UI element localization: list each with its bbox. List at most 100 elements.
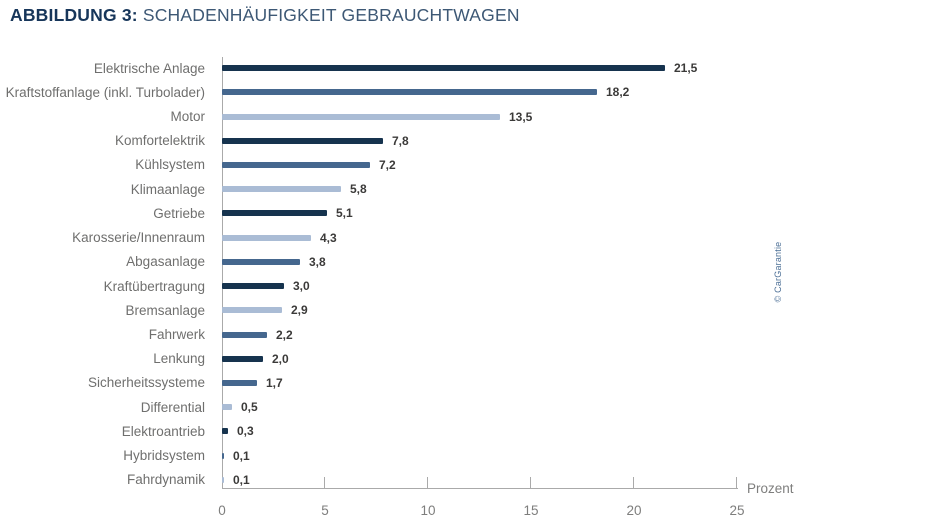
bar — [222, 186, 341, 193]
category-label: Motor — [170, 109, 205, 125]
bar — [222, 476, 224, 483]
bar-row: Kraftstoffanlage (inkl. Turbolader) 18,2 — [0, 80, 945, 104]
figure-number: ABBILDUNG 3: — [10, 5, 138, 25]
bar — [222, 89, 597, 96]
category-label: Kühlsystem — [135, 157, 205, 173]
value-label: 3,0 — [293, 279, 310, 294]
x-axis-tick-label: 15 — [523, 503, 539, 518]
bar-wrap: 3,0 — [222, 280, 310, 292]
bar-row: Lenkung 2,0 — [0, 347, 945, 371]
bar-wrap: 0,3 — [222, 425, 254, 437]
bar-rows: Elektrische Anlage 21,5 Kraftstoffanlage… — [0, 56, 945, 492]
bar — [222, 428, 228, 435]
bar-row: Sicherheitssysteme 1,7 — [0, 371, 945, 395]
category-label: Kraftstoffanlage (inkl. Turbolader) — [5, 84, 205, 100]
page-title: ABBILDUNG 3: SCHADENHÄUFIGKEIT GEBRAUCHTW… — [10, 5, 520, 26]
value-label: 2,2 — [276, 327, 293, 342]
bar — [222, 210, 327, 217]
x-axis-tick — [530, 477, 531, 489]
value-label: 7,2 — [379, 157, 396, 172]
category-label: Differential — [140, 399, 205, 415]
x-axis-tick-label: 20 — [626, 503, 642, 518]
category-label: Komfortelektrik — [114, 133, 205, 149]
bar-row: Kraftübertragung 3,0 — [0, 274, 945, 298]
value-label: 1,7 — [266, 375, 283, 390]
bar-row: Differential 0,5 — [0, 395, 945, 419]
y-axis-line — [222, 57, 223, 489]
category-label: Sicherheitssysteme — [87, 375, 205, 391]
category-label: Kraftübertragung — [103, 278, 205, 294]
bar-wrap: 0,1 — [222, 474, 250, 486]
x-axis-unit-label: Prozent — [747, 481, 794, 496]
category-label: Abgasanlage — [126, 254, 205, 270]
value-label: 5,8 — [350, 182, 367, 197]
category-label: Fahrwerk — [148, 327, 205, 343]
bar — [222, 258, 300, 265]
bar-row: Hybridsystem 0,1 — [0, 444, 945, 468]
x-axis-tick — [633, 477, 634, 489]
x-axis-tick-label: 0 — [218, 503, 226, 518]
bar — [222, 283, 284, 290]
bar-wrap: 7,2 — [222, 159, 396, 171]
category-label: Getriebe — [153, 205, 205, 221]
bar-wrap: 5,8 — [222, 183, 367, 195]
value-label: 4,3 — [320, 230, 337, 245]
bar-wrap: 2,9 — [222, 304, 308, 316]
category-label: Elektroantrieb — [121, 423, 205, 439]
bar-wrap: 2,0 — [222, 353, 289, 365]
bar-wrap: 5,1 — [222, 207, 353, 219]
bar — [222, 65, 665, 72]
bar-wrap: 4,3 — [222, 232, 337, 244]
bar-wrap: 0,1 — [222, 450, 250, 462]
bar-row: Getriebe 5,1 — [0, 201, 945, 225]
x-axis-tick-label: 25 — [729, 503, 745, 518]
value-label: 0,5 — [241, 400, 258, 415]
value-label: 13,5 — [509, 109, 533, 124]
category-label: Lenkung — [153, 351, 205, 367]
category-label: Fahrdynamik — [126, 472, 205, 488]
figure-subtitle: SCHADENHÄUFIGKEIT GEBRAUCHTWAGEN — [142, 5, 520, 25]
bar-wrap: 1,7 — [222, 377, 283, 389]
bar-row: Fahrdynamik 0,1 — [0, 468, 945, 492]
value-label: 2,9 — [291, 303, 308, 318]
value-label: 0,1 — [233, 472, 250, 487]
bar-row: Abgasanlage 3,8 — [0, 250, 945, 274]
bar-row: Motor 13,5 — [0, 104, 945, 128]
bar-wrap: 0,5 — [222, 401, 258, 413]
bar-wrap: 13,5 — [222, 111, 532, 123]
category-label: Elektrische Anlage — [93, 60, 205, 76]
bar-row: Elektroantrieb 0,3 — [0, 419, 945, 443]
bar-row: Fahrwerk 2,2 — [0, 322, 945, 346]
x-axis-tick — [427, 477, 428, 489]
bar-wrap: 7,8 — [222, 135, 409, 147]
bar-row: Klimaanlage 5,8 — [0, 177, 945, 201]
x-axis-tick — [324, 477, 325, 489]
value-label: 2,0 — [272, 351, 289, 366]
value-label: 21,5 — [674, 61, 698, 76]
value-label: 3,8 — [309, 254, 326, 269]
bar-row: Kühlsystem 7,2 — [0, 153, 945, 177]
category-label: Klimaanlage — [130, 181, 205, 197]
value-label: 18,2 — [606, 85, 630, 100]
category-label: Karosserie/Innenraum — [72, 230, 205, 246]
bar-wrap: 21,5 — [222, 62, 697, 74]
bar — [222, 113, 500, 120]
x-axis-tick — [736, 477, 737, 489]
bar — [222, 331, 267, 338]
bar-row: Elektrische Anlage 21,5 — [0, 56, 945, 80]
value-label: 0,1 — [233, 448, 250, 463]
bar-wrap: 18,2 — [222, 86, 629, 98]
bar — [222, 404, 232, 411]
bar — [222, 307, 282, 314]
bar-wrap: 3,8 — [222, 256, 326, 268]
category-label: Bremsanlage — [125, 302, 205, 318]
bar-wrap: 2,2 — [222, 329, 293, 341]
x-axis-tick-label: 10 — [420, 503, 436, 518]
x-axis-tick-label: 5 — [321, 503, 329, 518]
value-label: 0,3 — [237, 424, 254, 439]
value-label: 5,1 — [336, 206, 353, 221]
bar-row: Bremsanlage 2,9 — [0, 298, 945, 322]
value-label: 7,8 — [392, 133, 409, 148]
bar — [222, 161, 370, 168]
